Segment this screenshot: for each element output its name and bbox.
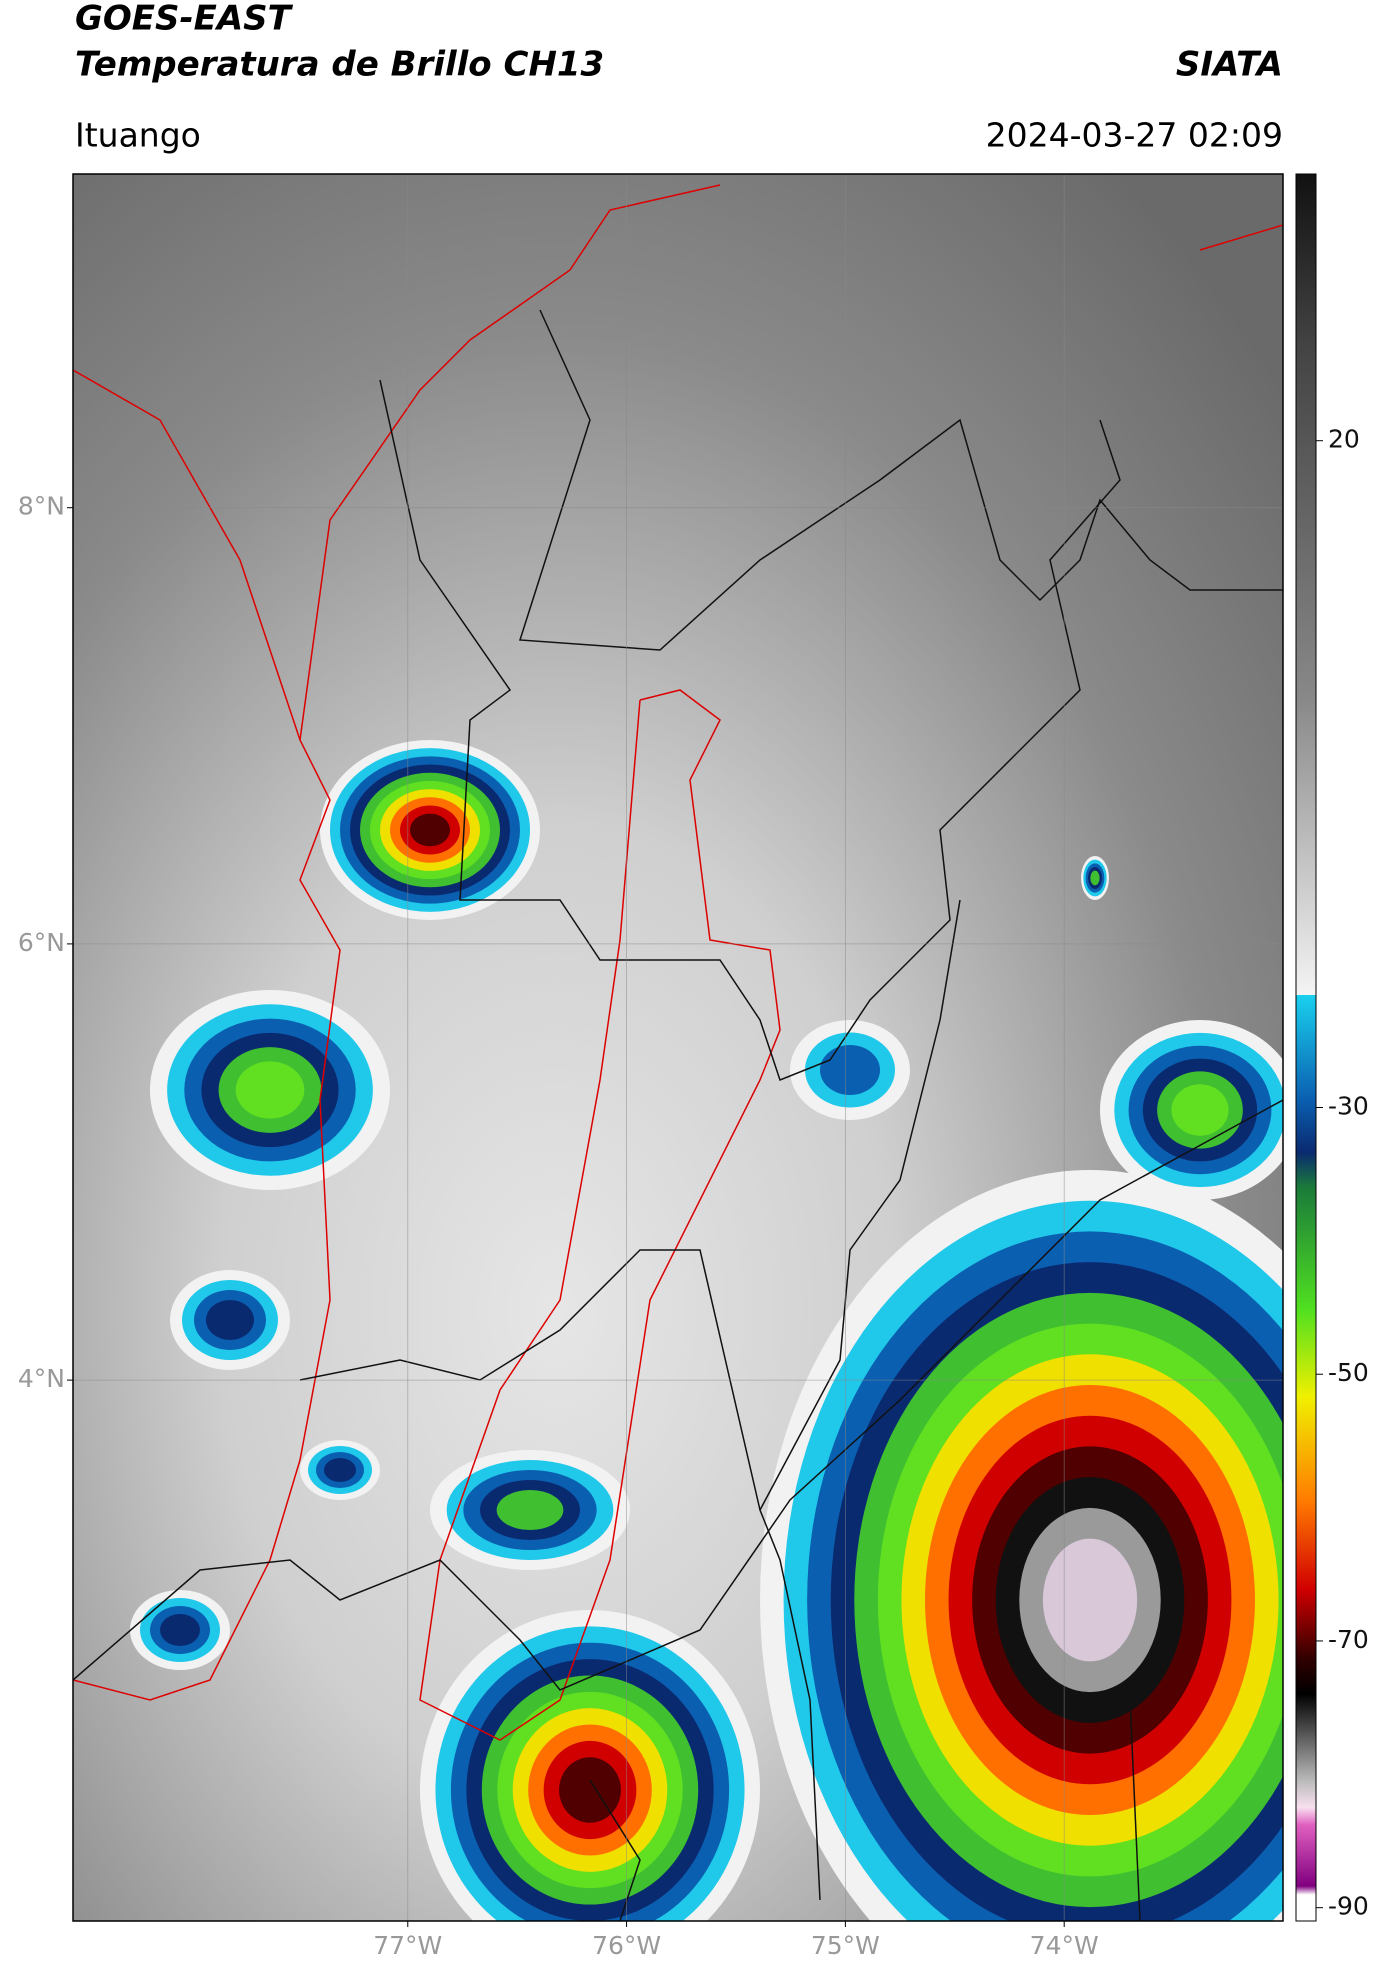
- colorbar-tick-label: -70: [1328, 1625, 1369, 1654]
- subtitle: Temperatura de Brillo CH13: [75, 45, 604, 85]
- cloud-top: [324, 1458, 356, 1482]
- cloud-top: [820, 1045, 880, 1095]
- y-tick-label: 8°N: [18, 492, 65, 521]
- datetime: 2024-03-27 02:09: [986, 116, 1283, 155]
- x-tick-label: 76°W: [592, 1931, 661, 1960]
- x-tick-label: 74°W: [1030, 1931, 1099, 1960]
- satellite-image: [73, 174, 1283, 1921]
- cloud-top: [559, 1757, 621, 1823]
- map-frame: [72, 173, 1284, 1922]
- cloud-top: [160, 1614, 200, 1646]
- location: Ituango: [75, 116, 201, 155]
- y-tick-label: 4°N: [18, 1364, 65, 1393]
- x-tick-label: 75°W: [811, 1931, 880, 1960]
- cloud-top: [206, 1300, 254, 1340]
- x-tick-label: 77°W: [373, 1931, 442, 1960]
- cloud-top: [1042, 1538, 1138, 1662]
- colorbar-tick-label: -50: [1328, 1358, 1369, 1387]
- colorbar-tick-label: -90: [1328, 1892, 1369, 1921]
- colorbar-tick-label: 20: [1328, 425, 1360, 454]
- cloud-top: [1171, 1084, 1229, 1136]
- source: SIATA: [1176, 45, 1283, 85]
- cloud-top: [235, 1061, 305, 1119]
- colorbar: [1295, 173, 1317, 1922]
- cloud-top: [410, 813, 450, 847]
- y-tick-label: 6°N: [18, 928, 65, 957]
- title: GOES-EAST: [75, 0, 294, 39]
- cloud-top: [496, 1490, 564, 1530]
- cloud-top: [1090, 870, 1100, 886]
- colorbar-tick-label: -30: [1328, 1092, 1369, 1121]
